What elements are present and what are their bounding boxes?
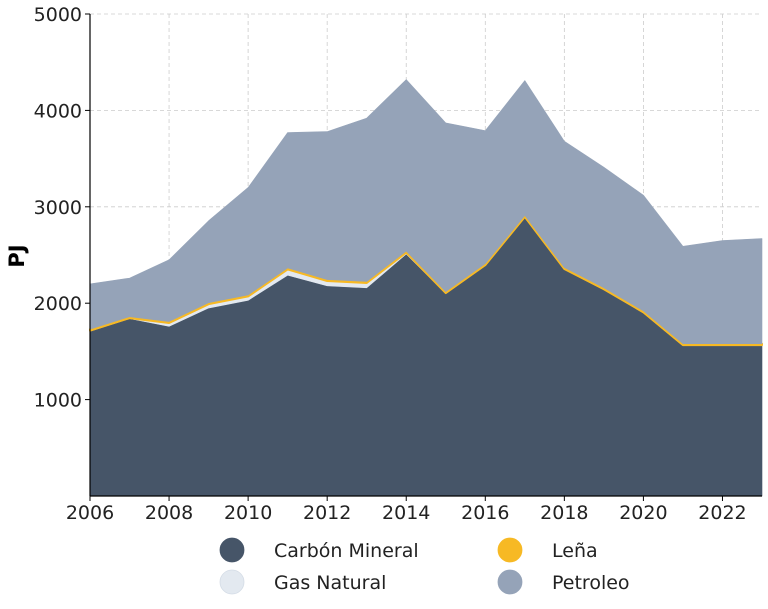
legend-label: Leña (552, 540, 598, 562)
legend-swatch (497, 537, 523, 563)
y-tick-label: 3000 (34, 197, 82, 219)
legend-swatch (219, 569, 245, 595)
legend-swatch (497, 569, 523, 595)
axes: 2006 2008 2010 2012 2014 2016 2018 2020 2022 1000… (34, 4, 762, 524)
y-tick-label: 5000 (34, 4, 82, 26)
legend-label: Petroleo (552, 572, 630, 594)
x-tick-label: 2012 (303, 502, 351, 524)
legend-item-gas-natural: Gas Natural (219, 569, 386, 595)
legend-item-lena: Leña (497, 537, 598, 563)
y-tick-label: 4000 (34, 100, 82, 122)
y-axis-label: PJ (5, 244, 29, 267)
x-tick-label: 2010 (224, 502, 272, 524)
legend-item-carbon-mineral: Carbón Mineral (219, 537, 419, 563)
y-tick-label: 2000 (34, 293, 82, 315)
x-tick-label: 2018 (540, 502, 588, 524)
area-series (89, 79, 763, 497)
legend: Carbón Mineral Gas Natural Leña Petroleo (219, 537, 630, 595)
legend-label: Gas Natural (274, 572, 386, 594)
legend-swatch (219, 537, 245, 563)
x-tick-label: 2016 (461, 502, 509, 524)
legend-label: Carbón Mineral (274, 540, 419, 562)
x-tick-label: 2020 (619, 502, 667, 524)
x-tick-label: 2014 (382, 502, 430, 524)
x-tick-label: 2022 (698, 502, 746, 524)
area-petroleo (89, 79, 763, 344)
x-tick-label: 2008 (145, 502, 193, 524)
y-tick-label: 1000 (34, 390, 82, 412)
legend-item-petroleo: Petroleo (497, 569, 630, 595)
x-tick-label: 2006 (66, 502, 114, 524)
